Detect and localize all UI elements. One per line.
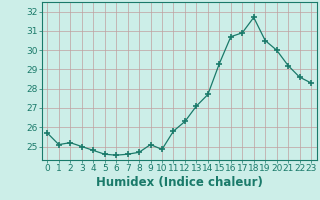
X-axis label: Humidex (Indice chaleur): Humidex (Indice chaleur) bbox=[96, 176, 263, 189]
